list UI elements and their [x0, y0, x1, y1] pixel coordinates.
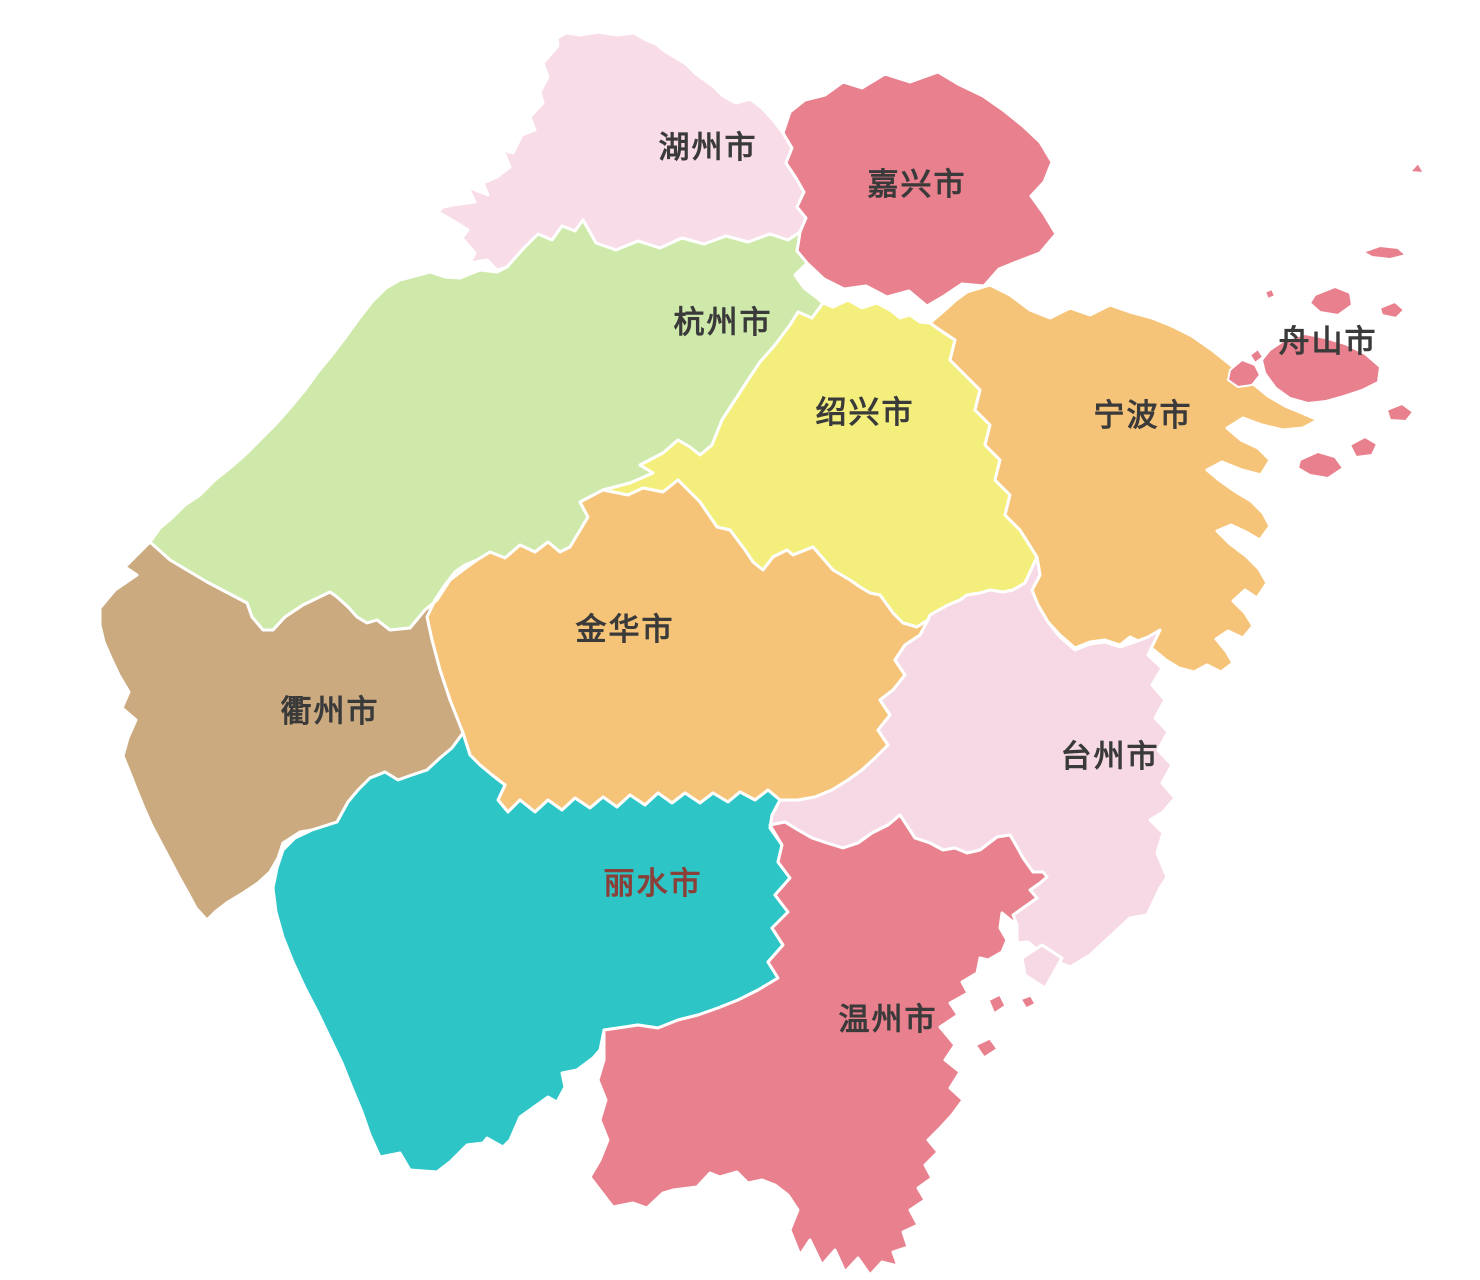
- taizhou-island[interactable]: [1020, 943, 1064, 990]
- region-huzhou[interactable]: [436, 30, 808, 272]
- zhoushan-island[interactable]: [1362, 245, 1407, 260]
- zhoushan-island[interactable]: [1409, 162, 1425, 174]
- zhoushan-island[interactable]: [1297, 451, 1344, 479]
- zhoushan-island[interactable]: [1379, 301, 1405, 319]
- zhoushan-island[interactable]: [1249, 348, 1264, 364]
- zhoushan-island[interactable]: [1309, 286, 1353, 316]
- zhoushan-main-island[interactable]: [1261, 333, 1381, 404]
- region-jiaxing[interactable]: [781, 70, 1058, 308]
- zhoushan-island[interactable]: [1349, 436, 1378, 458]
- wenzhou-island[interactable]: [986, 992, 1008, 1016]
- region-wenzhou-group[interactable]: [588, 813, 1049, 1277]
- region-wenzhou[interactable]: [588, 813, 1049, 1277]
- zhoushan-island[interactable]: [1227, 359, 1261, 388]
- region-zhoushan[interactable]: [1227, 162, 1425, 479]
- region-ningbo[interactable]: [928, 283, 1320, 674]
- zhoushan-island[interactable]: [1264, 288, 1276, 300]
- wenzhou-island[interactable]: [973, 1036, 1000, 1060]
- wenzhou-island[interactable]: [1018, 993, 1038, 1011]
- zhoushan-island[interactable]: [1386, 403, 1414, 422]
